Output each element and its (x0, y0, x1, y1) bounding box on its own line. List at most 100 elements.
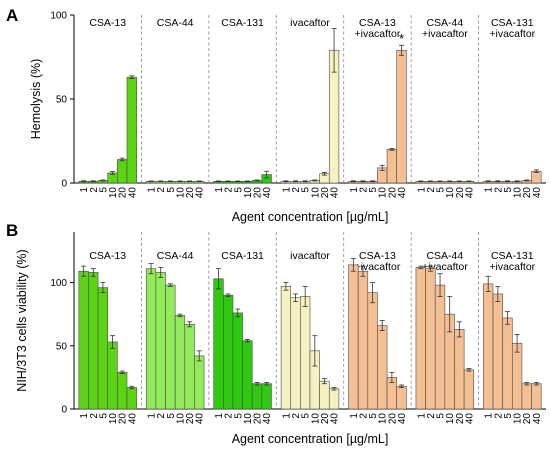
x-tick-label: 5 (166, 413, 177, 419)
bar (377, 325, 388, 410)
x-tick-label: 10 (378, 413, 389, 425)
group-label: +ivacaftor (422, 28, 468, 40)
x-tick-label: 2 (426, 413, 437, 419)
panel-b-x-title: Agent concentration [µg/mL] (232, 432, 389, 446)
group-label: ivacaftor (290, 250, 330, 262)
bar (511, 342, 523, 410)
x-tick-label: 2 (224, 413, 235, 419)
x-tick-label: 1 (79, 413, 90, 419)
x-tick-label: 20 (455, 187, 466, 199)
x-tick-label: 10 (243, 187, 254, 199)
bar (521, 383, 532, 410)
group-label: +ivacaftor (355, 261, 401, 273)
x-tick-label: 10 (310, 187, 321, 199)
x-tick-label: 40 (127, 413, 138, 425)
bar (328, 388, 340, 410)
panel-a-y-tick-label: 0 (61, 179, 67, 190)
bar (396, 385, 407, 410)
x-tick-label: 1 (281, 187, 292, 193)
x-tick-label: 20 (185, 187, 196, 199)
group-label: CSA-44 (157, 17, 194, 29)
x-tick-label: 5 (368, 187, 379, 193)
x-tick-label: 1 (416, 187, 427, 193)
group-label: +ivacaftor (355, 28, 401, 40)
bar (242, 340, 253, 410)
bar (367, 292, 378, 410)
bar (319, 380, 330, 410)
x-tick-label: 20 (118, 187, 129, 199)
bar (531, 170, 542, 184)
bar (88, 272, 99, 410)
x-tick-label: 20 (185, 413, 196, 425)
x-tick-label: 20 (253, 413, 264, 425)
x-tick-label: 10 (175, 187, 186, 199)
group-label: +ivacaftor (489, 261, 535, 273)
bar (463, 369, 475, 410)
bar (107, 341, 118, 410)
x-tick-label: 40 (464, 413, 475, 425)
bar (415, 267, 426, 410)
x-tick-label: 5 (98, 413, 109, 419)
bar (174, 315, 186, 410)
bar (357, 270, 369, 410)
x-tick-label: 40 (330, 187, 341, 199)
x-tick-label: 5 (436, 187, 447, 193)
group-label: CSA-131 (221, 17, 264, 29)
x-tick-label: 20 (118, 413, 129, 425)
panel-b-y-tick-label: 100 (50, 278, 67, 289)
bar (145, 268, 157, 410)
x-tick-label: 10 (378, 187, 389, 199)
panel-a-y-tick-label: 100 (50, 11, 67, 22)
x-tick-label: 2 (358, 187, 369, 193)
x-tick-label: 2 (89, 187, 100, 193)
bar (434, 284, 446, 410)
x-tick-label: 1 (79, 187, 90, 193)
x-tick-label: 5 (166, 187, 177, 193)
bar (386, 149, 397, 184)
bar (300, 296, 311, 410)
bar (223, 294, 234, 410)
x-tick-label: 40 (532, 413, 543, 425)
panel-b-y-tick-label: 0 (61, 405, 67, 416)
bar (396, 49, 407, 184)
x-tick-label: 1 (147, 413, 158, 419)
x-tick-label: 40 (127, 187, 138, 199)
x-tick-label: 20 (320, 187, 331, 199)
panel-letter-a: A (6, 6, 18, 25)
x-tick-label: 40 (262, 187, 273, 199)
x-tick-label: 40 (397, 187, 408, 199)
bar (213, 278, 224, 410)
group-label: CSA-13 (89, 250, 126, 262)
x-tick-label: 2 (224, 187, 235, 193)
x-tick-label: 20 (253, 187, 264, 199)
x-tick-label: 5 (233, 413, 244, 419)
x-tick-label: 40 (262, 413, 273, 425)
bar (117, 372, 128, 410)
bar (126, 387, 137, 410)
bar (251, 383, 263, 410)
x-tick-label: 1 (349, 413, 360, 419)
group-label: CSA-44 (157, 250, 194, 262)
x-tick-label: 2 (426, 187, 437, 193)
x-tick-label: 1 (281, 413, 292, 419)
bar (531, 383, 542, 410)
x-tick-label: 40 (464, 187, 475, 199)
bar (492, 293, 503, 410)
bar (261, 383, 272, 410)
panel-a-x-title: Agent concentration [µg/mL] (232, 210, 389, 224)
group-label: CSA-44 (426, 250, 463, 262)
group-label: CSA-131 (221, 250, 264, 262)
x-tick-label: 1 (349, 187, 360, 193)
x-tick-label: 40 (532, 187, 543, 199)
